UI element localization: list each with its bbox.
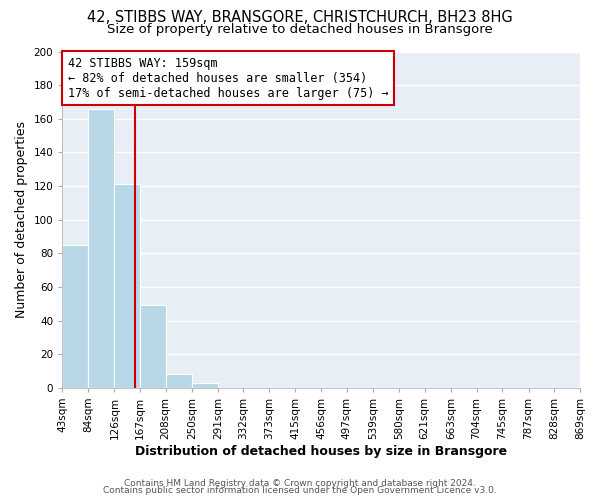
Text: 42 STIBBS WAY: 159sqm
← 82% of detached houses are smaller (354)
17% of semi-det: 42 STIBBS WAY: 159sqm ← 82% of detached …: [68, 56, 388, 100]
Bar: [88, 108, 115, 388]
Text: Contains HM Land Registry data © Crown copyright and database right 2024.: Contains HM Land Registry data © Crown c…: [124, 478, 476, 488]
X-axis label: Distribution of detached houses by size in Bransgore: Distribution of detached houses by size …: [135, 444, 507, 458]
Bar: [62, 245, 88, 388]
Text: Size of property relative to detached houses in Bransgore: Size of property relative to detached ho…: [107, 22, 493, 36]
Text: Contains public sector information licensed under the Open Government Licence v3: Contains public sector information licen…: [103, 486, 497, 495]
Text: 42, STIBBS WAY, BRANSGORE, CHRISTCHURCH, BH23 8HG: 42, STIBBS WAY, BRANSGORE, CHRISTCHURCH,…: [87, 10, 513, 25]
Bar: [192, 382, 218, 388]
Bar: [140, 306, 166, 388]
Bar: [166, 374, 192, 388]
Y-axis label: Number of detached properties: Number of detached properties: [15, 121, 28, 318]
Bar: [115, 184, 140, 388]
